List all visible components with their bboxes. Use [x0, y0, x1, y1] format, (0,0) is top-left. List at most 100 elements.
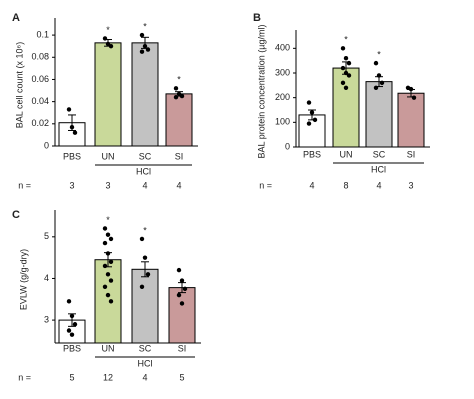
n-value: 12 [103, 372, 113, 382]
data-point [105, 232, 111, 237]
n-value: 3 [105, 180, 110, 190]
data-point [66, 107, 72, 112]
data-point [373, 60, 379, 66]
y-tick-label: 0.06 [31, 74, 49, 84]
bar [165, 93, 193, 147]
n-value: 4 [142, 372, 147, 382]
data-point [376, 73, 382, 78]
y-tick-label: 0.02 [31, 118, 49, 128]
data-point [105, 41, 111, 47]
data-point [108, 259, 114, 265]
bar [365, 81, 393, 148]
data-point [176, 91, 182, 97]
significance-mark: * [106, 215, 110, 225]
data-point [72, 322, 78, 327]
data-point [379, 80, 385, 86]
bar [94, 42, 122, 147]
data-point [102, 263, 108, 269]
data-point [179, 278, 185, 283]
data-point [72, 130, 78, 135]
data-point [108, 299, 114, 304]
data-point [139, 49, 145, 54]
panel-label: C [12, 209, 20, 221]
data-point [145, 272, 151, 277]
data-point [340, 80, 346, 86]
n-label: n = [259, 180, 272, 190]
data-point [182, 286, 188, 292]
panel-label: A [12, 12, 20, 24]
data-point [108, 236, 114, 242]
group-label: HCl [371, 164, 386, 174]
x-tick-label: UN [102, 343, 115, 353]
data-point [340, 46, 346, 51]
x-tick-label: PBS [63, 151, 81, 161]
y-axis-label: BAL cell count (x 10⁶) [14, 42, 24, 128]
x-tick-label: SI [178, 343, 187, 353]
y-tick-label: 200 [275, 92, 290, 102]
significance-mark: * [143, 21, 147, 31]
data-point [142, 255, 148, 260]
data-point [179, 93, 185, 99]
bar [168, 287, 196, 344]
y-tick-label: 0 [44, 140, 49, 150]
data-point [66, 328, 72, 333]
data-point [69, 313, 75, 319]
y-tick-label: 0.1 [36, 29, 49, 39]
data-point [102, 240, 108, 246]
data-point [173, 95, 179, 100]
data-point [306, 121, 312, 126]
data-point [102, 226, 108, 231]
n-label: n = [18, 372, 31, 382]
bar [397, 92, 425, 148]
data-point [343, 70, 349, 76]
n-value: 4 [309, 180, 314, 190]
n-value: 4 [176, 180, 181, 190]
y-tick-label: 0 [285, 141, 290, 151]
n-value: 3 [69, 180, 74, 190]
y-tick-label: 0.08 [31, 52, 49, 62]
y-tick-label: 300 [275, 67, 290, 77]
y-axis-label: EVLW (g/g-dry) [18, 249, 28, 310]
data-point [102, 36, 108, 41]
data-point [373, 85, 379, 91]
data-point [312, 117, 318, 123]
significance-mark: * [344, 35, 348, 45]
x-tick-label: SI [175, 151, 184, 161]
significance-mark: * [106, 25, 110, 35]
data-point [411, 95, 417, 100]
data-point [346, 73, 352, 78]
n-value: 5 [69, 372, 74, 382]
data-point [105, 272, 111, 277]
data-point [179, 301, 185, 306]
significance-mark: * [177, 75, 181, 85]
data-point [176, 292, 182, 298]
data-point [173, 86, 179, 91]
n-value: 5 [179, 372, 184, 382]
x-tick-label: PBS [303, 149, 321, 159]
data-point [306, 100, 312, 105]
data-point [145, 47, 151, 52]
x-tick-label: SI [407, 149, 416, 159]
y-tick-label: 5 [44, 231, 49, 241]
data-point [139, 236, 145, 242]
y-tick-label: 400 [275, 43, 290, 53]
y-tick-label: 0.04 [31, 96, 49, 106]
data-point [139, 32, 145, 38]
data-point [102, 284, 108, 289]
n-label: n = [18, 180, 31, 190]
data-point [346, 60, 352, 66]
data-point [176, 267, 182, 273]
x-tick-label: SC [373, 149, 386, 159]
data-point [108, 278, 114, 283]
x-tick-label: PBS [63, 343, 81, 353]
bar [131, 268, 159, 344]
panel-label: B [253, 12, 261, 24]
data-point [408, 86, 414, 92]
data-point [142, 43, 148, 49]
y-tick-label: 4 [44, 273, 49, 283]
y-tick-label: 100 [275, 117, 290, 127]
n-value: 3 [408, 180, 413, 190]
significance-mark: * [377, 50, 381, 60]
data-point [66, 299, 72, 304]
